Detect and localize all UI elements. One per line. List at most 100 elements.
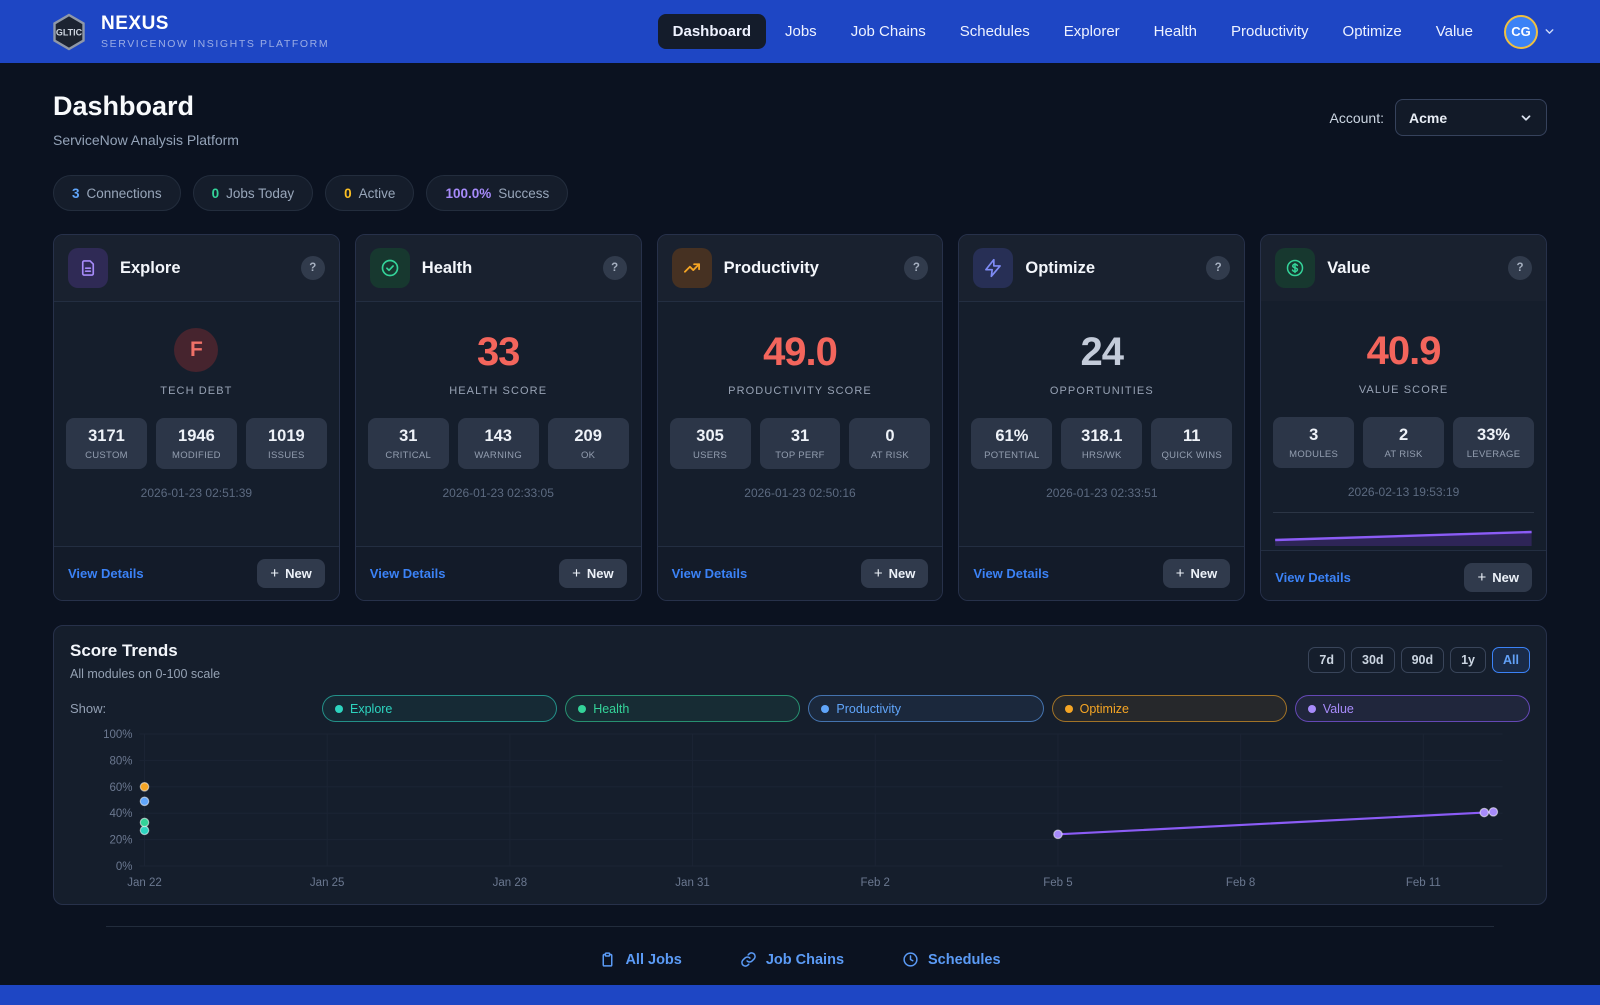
y-axis-tick: 80%: [109, 755, 132, 767]
nav-item-job-chains[interactable]: Job Chains: [850, 23, 926, 40]
legend-label: Value: [1322, 701, 1354, 716]
help-button[interactable]: ?: [1507, 256, 1532, 280]
stat-ok: 209 OK: [547, 418, 629, 469]
gltic-logo-icon: GLTIC: [50, 13, 88, 51]
timestamp: 2026-01-23 02:33:51: [1046, 486, 1158, 500]
data-point-explore[interactable]: [139, 825, 150, 836]
avatar[interactable]: CG: [1504, 14, 1538, 49]
zap-icon: [973, 248, 1014, 288]
main-nav: Dashboard Jobs Job Chains Schedules Explorer…: [657, 14, 1488, 49]
stat-label: ISSUES: [268, 450, 305, 461]
help-button[interactable]: ?: [602, 256, 627, 280]
bottom-accent-bar: [0, 985, 1600, 1005]
view-details-link[interactable]: View Details: [68, 566, 144, 581]
stat-value: 209: [574, 427, 602, 445]
timestamp: 2026-01-23 02:33:05: [442, 486, 554, 500]
footer-link-job-chains[interactable]: Job Chains: [740, 951, 844, 968]
view-details-link[interactable]: View Details: [1275, 570, 1351, 585]
new-button[interactable]: + New: [257, 559, 325, 588]
nav-item-explorer[interactable]: Explorer: [1063, 23, 1120, 40]
data-point-productivity[interactable]: [139, 796, 150, 807]
value-sparkline: [1273, 512, 1534, 550]
legend-toggle-health[interactable]: Health: [565, 695, 801, 722]
metric-label: PRODUCTIVITY SCORE: [728, 385, 872, 397]
y-axis-tick: 100%: [103, 729, 132, 741]
legend-toggle-optimize[interactable]: Optimize: [1051, 695, 1287, 722]
data-point-value[interactable]: [1488, 807, 1499, 817]
user-menu[interactable]: CG: [1504, 14, 1556, 49]
new-button-label: New: [285, 566, 312, 581]
account-selected-value: Acme: [1409, 109, 1448, 126]
help-button[interactable]: ?: [1206, 256, 1231, 280]
clock-icon: [902, 951, 919, 968]
stat-label: CRITICAL: [385, 450, 432, 461]
stat-label: AT RISK: [1384, 449, 1423, 460]
stats-row: 3171 CUSTOM 1946 MODIFIED 1019 ISSUES: [66, 418, 327, 469]
data-point-optimize[interactable]: [139, 781, 150, 792]
nav-item-optimize[interactable]: Optimize: [1342, 23, 1402, 40]
new-button[interactable]: + New: [1464, 563, 1532, 592]
time-range-buttons: 7d 30d 90d 1y All: [1308, 647, 1530, 673]
footer-link-schedules[interactable]: Schedules: [902, 951, 1001, 968]
stat-value: 3171: [88, 427, 125, 445]
stat-issues: 1019 ISSUES: [245, 418, 327, 469]
range-button-7d[interactable]: 7d: [1308, 647, 1346, 673]
data-point-value[interactable]: [1479, 807, 1490, 818]
summary-pill-value: 0: [344, 185, 352, 201]
legend-toggle-value[interactable]: Value: [1294, 695, 1531, 722]
card-title: Value: [1327, 258, 1371, 277]
range-button-30d[interactable]: 30d: [1351, 647, 1395, 673]
data-point-health[interactable]: [139, 817, 150, 828]
card-footer: View Details + New: [657, 546, 943, 600]
range-button-90d[interactable]: 90d: [1400, 647, 1445, 673]
stat-critical: 31 CRITICAL: [367, 418, 449, 469]
card-header: Value ?: [1261, 235, 1546, 301]
legend-toggle-explore[interactable]: Explore: [322, 695, 558, 722]
module-cards: Explore ? F TECH DEBT 3171 CUSTOM 1946 M…: [53, 234, 1547, 601]
x-axis-tick: Feb 5: [1043, 877, 1072, 889]
view-details-link[interactable]: View Details: [369, 566, 446, 581]
view-details-link[interactable]: View Details: [973, 566, 1050, 581]
nav-item-schedules[interactable]: Schedules: [959, 23, 1030, 40]
stat-value: 31: [790, 427, 810, 445]
legend-toggle-productivity[interactable]: Productivity: [808, 695, 1044, 722]
divider: [657, 301, 943, 302]
clipboard-icon: [599, 951, 616, 968]
help-button[interactable]: ?: [904, 256, 929, 280]
stat-modules: 3 MODULES: [1273, 417, 1355, 468]
nav-item-jobs[interactable]: Jobs: [785, 23, 817, 40]
module-card-optimize: Optimize ? 24 OPPORTUNITIES 61% POTENTIA…: [958, 234, 1246, 601]
dollar-circle-icon: [1275, 248, 1316, 288]
stat-label: POTENTIAL: [984, 450, 1040, 461]
brand-subtitle: SERVICENOW INSIGHTS PLATFORM: [101, 38, 330, 50]
view-details-link[interactable]: View Details: [671, 566, 748, 581]
data-point-value[interactable]: [1053, 829, 1063, 840]
summary-pill-value: 100.0%: [445, 185, 492, 201]
stat-label: OK: [580, 450, 596, 461]
page-title: Dashboard: [53, 91, 195, 121]
nav-item-value[interactable]: Value: [1435, 23, 1473, 40]
nav-item-productivity[interactable]: Productivity: [1231, 23, 1309, 40]
stat-label: LEVERAGE: [1466, 449, 1521, 460]
summary-pill-active: 0 Active: [325, 175, 415, 211]
page-subtitle: ServiceNow Analysis Platform: [53, 132, 239, 148]
brand: GLTIC NEXUS SERVICENOW INSIGHTS PLATFORM: [50, 13, 329, 51]
range-button-1y[interactable]: 1y: [1450, 647, 1487, 673]
divider: [959, 301, 1245, 302]
card-body: 33 HEALTH SCORE 31 CRITICAL 143 WARNING …: [356, 302, 641, 546]
new-button[interactable]: + New: [860, 559, 929, 588]
help-button[interactable]: ?: [300, 256, 325, 280]
footer-link-all-jobs[interactable]: All Jobs: [599, 951, 682, 968]
x-axis-tick: Feb 11: [1406, 877, 1441, 889]
account-select[interactable]: Acme: [1395, 99, 1547, 136]
stat-value: 61%: [995, 427, 1029, 445]
nav-item-dashboard[interactable]: Dashboard: [657, 14, 766, 49]
new-button[interactable]: + New: [559, 559, 627, 588]
stat-label: AT RISK: [870, 450, 910, 461]
x-axis-tick: Jan 31: [675, 877, 710, 889]
divider: [355, 301, 641, 302]
nav-item-health[interactable]: Health: [1153, 23, 1198, 40]
range-button-all[interactable]: All: [1492, 647, 1530, 673]
card-footer: View Details + New: [355, 546, 641, 600]
new-button[interactable]: + New: [1162, 559, 1231, 588]
